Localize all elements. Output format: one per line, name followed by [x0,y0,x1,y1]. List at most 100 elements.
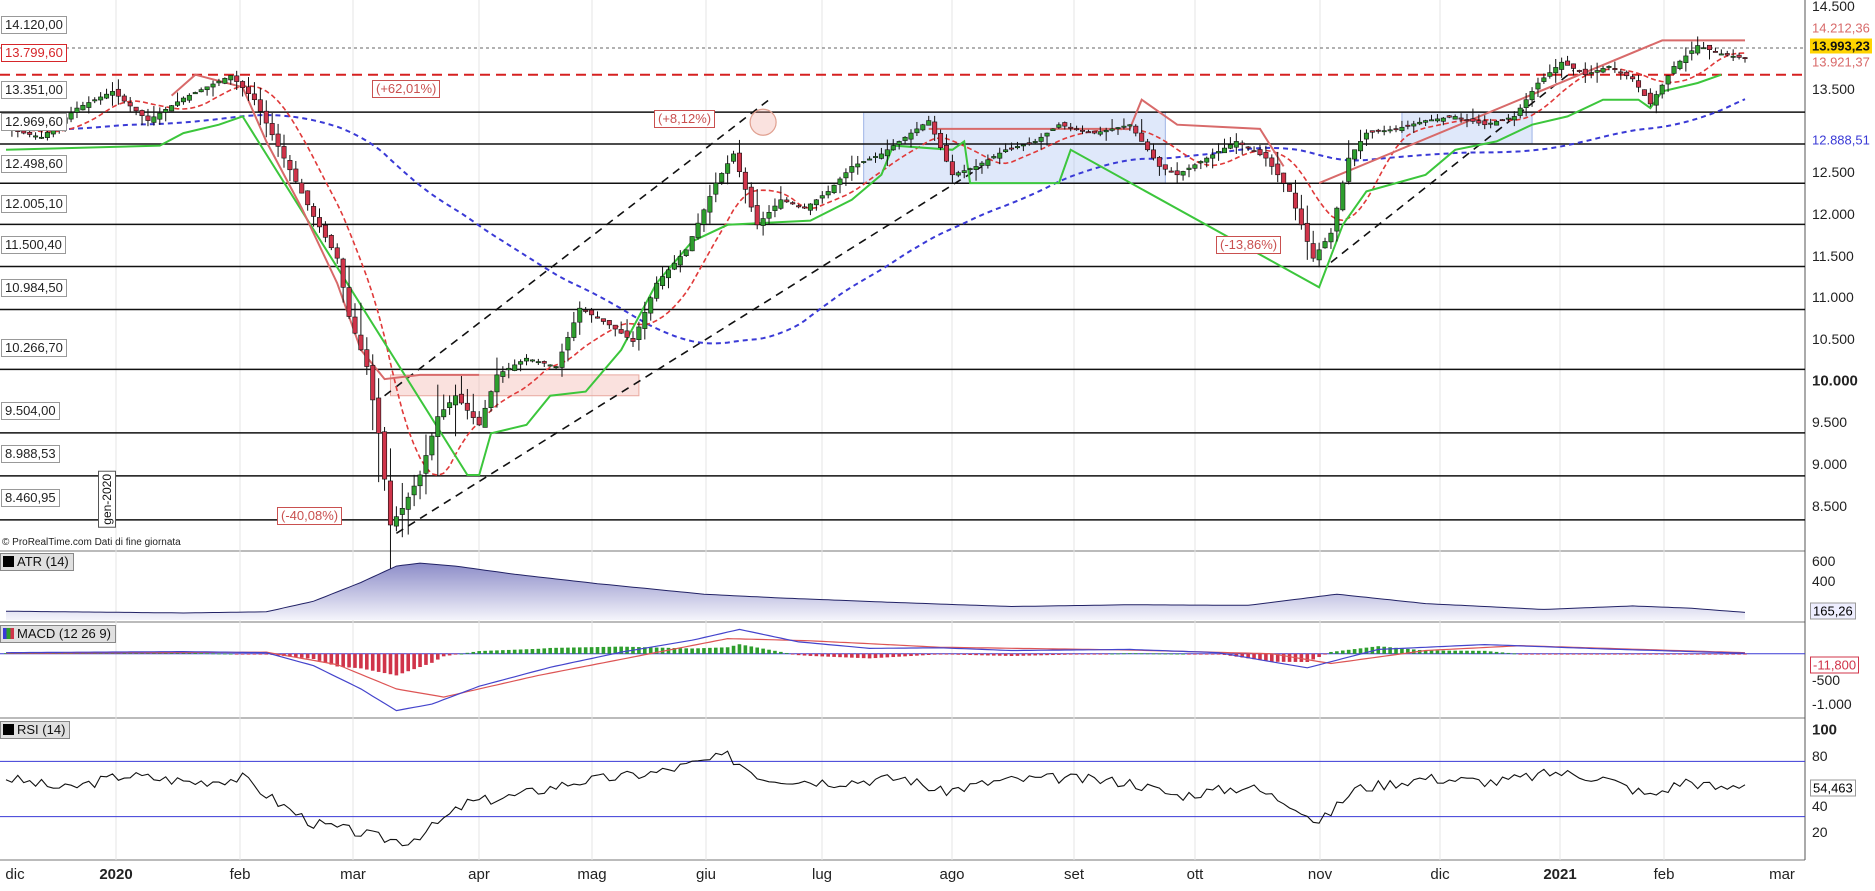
candle-body [955,172,961,176]
candle-body [1227,144,1233,149]
candle-body [1393,128,1399,131]
start-date-label: gen-2020 [98,471,116,528]
candle-body [1565,60,1571,66]
macd-histogram-bar [240,653,245,655]
candle-body [600,318,606,322]
macd-histogram-bar [950,653,955,655]
macd-histogram-bar [767,649,771,654]
y-tick-label: 9.500 [1812,414,1848,430]
macd-histogram-bar [1488,651,1493,654]
candle-body [80,104,86,111]
candle-body [973,166,979,170]
candle-body [1363,132,1369,140]
candle-body [849,166,855,173]
candle-body [855,163,861,168]
macd-histogram-bar [205,653,209,655]
macd-histogram-bar [506,649,511,654]
macd-histogram-bar [974,653,978,656]
candle-body [435,416,441,437]
macd-histogram-bar [512,649,517,654]
macd-histogram-bar [1684,653,1688,655]
macd-histogram-bar [1027,653,1032,656]
candle-body [648,297,654,314]
macd-histogram-bar [1021,653,1026,656]
candle-body [1381,130,1387,133]
candle-body [1476,120,1482,124]
annotation-gain: (+8,12%) [654,110,716,128]
macd-histogram-bar [802,653,807,656]
candle-body [949,161,955,176]
macd-histogram-bar [548,647,552,654]
candle-body [1701,47,1707,50]
candle-body [180,97,186,103]
candle-body [1482,120,1488,126]
macd-histogram-bar [1423,650,1428,654]
x-tick-label: feb [1653,866,1675,883]
candle-body [334,247,340,259]
candle-body [376,397,382,434]
candle-body [352,316,358,334]
macd-histogram-bar [1642,653,1647,655]
candle-body [831,184,837,194]
candle-body [719,173,725,183]
macd-histogram-bar [157,652,162,654]
candle-body [1198,161,1204,164]
macd-histogram-bar [826,653,830,657]
macd-histogram-bar [152,652,156,654]
candle-body [1387,129,1393,132]
marker-ma-long: 12.888,51 [1810,132,1872,148]
macd-histogram-bar [347,653,351,668]
candle-body [163,109,169,113]
candle-body [1594,70,1600,73]
macd-histogram-bar [228,653,233,655]
candle-body [1417,121,1423,125]
candle-body [725,163,731,174]
macd-histogram-bar [400,653,405,674]
candle-body [38,136,44,139]
candle-body [967,168,973,171]
candle-body [1600,68,1606,73]
candle-body [228,75,234,81]
candle-body [1695,45,1701,54]
y-tick-label: 13.500 [1812,81,1855,97]
y-tick-label: 8.500 [1812,498,1848,514]
candle-body [1452,116,1458,120]
candle-body [707,196,713,213]
macd-histogram-bar [353,653,357,668]
candle-body [115,88,121,97]
macd-histogram-bar [808,653,813,656]
candle-body [618,329,624,334]
macd-histogram-bar [1175,653,1179,655]
candle-body [447,402,453,408]
macd-histogram-bar [1660,653,1664,655]
candle-body [642,312,648,329]
candle-body [346,287,352,317]
macd-histogram-bar [163,652,168,654]
candle-body [654,282,660,299]
candle-body [1281,172,1287,184]
candle-body [1647,92,1653,105]
candle-body [482,407,488,428]
macd-histogram-bar [211,653,215,655]
candle-body [1742,57,1748,59]
candle-body [1275,163,1281,176]
level-label: 12.005,10 [1,195,67,213]
y-tick-label: 11.000 [1812,289,1854,305]
macd-histogram-bar [1548,653,1552,655]
macd-histogram-bar [536,648,541,654]
macd-histogram-bar [1648,653,1653,655]
macd-histogram-bar [1601,653,1605,655]
candle-body [819,195,825,199]
candle-body [1523,99,1529,108]
candle-body [311,206,317,217]
candle-body [748,186,754,208]
candle-body [606,320,612,326]
macd-histogram-bar [572,647,576,654]
candle-body [1133,125,1139,134]
macd-histogram-bar [1589,653,1594,655]
macd-histogram-bar [465,652,470,654]
trend-line-recovery [1330,69,1574,263]
macd-histogram-bar [891,653,896,658]
candle-body [1458,117,1464,120]
macd-histogram-bar [855,653,860,658]
